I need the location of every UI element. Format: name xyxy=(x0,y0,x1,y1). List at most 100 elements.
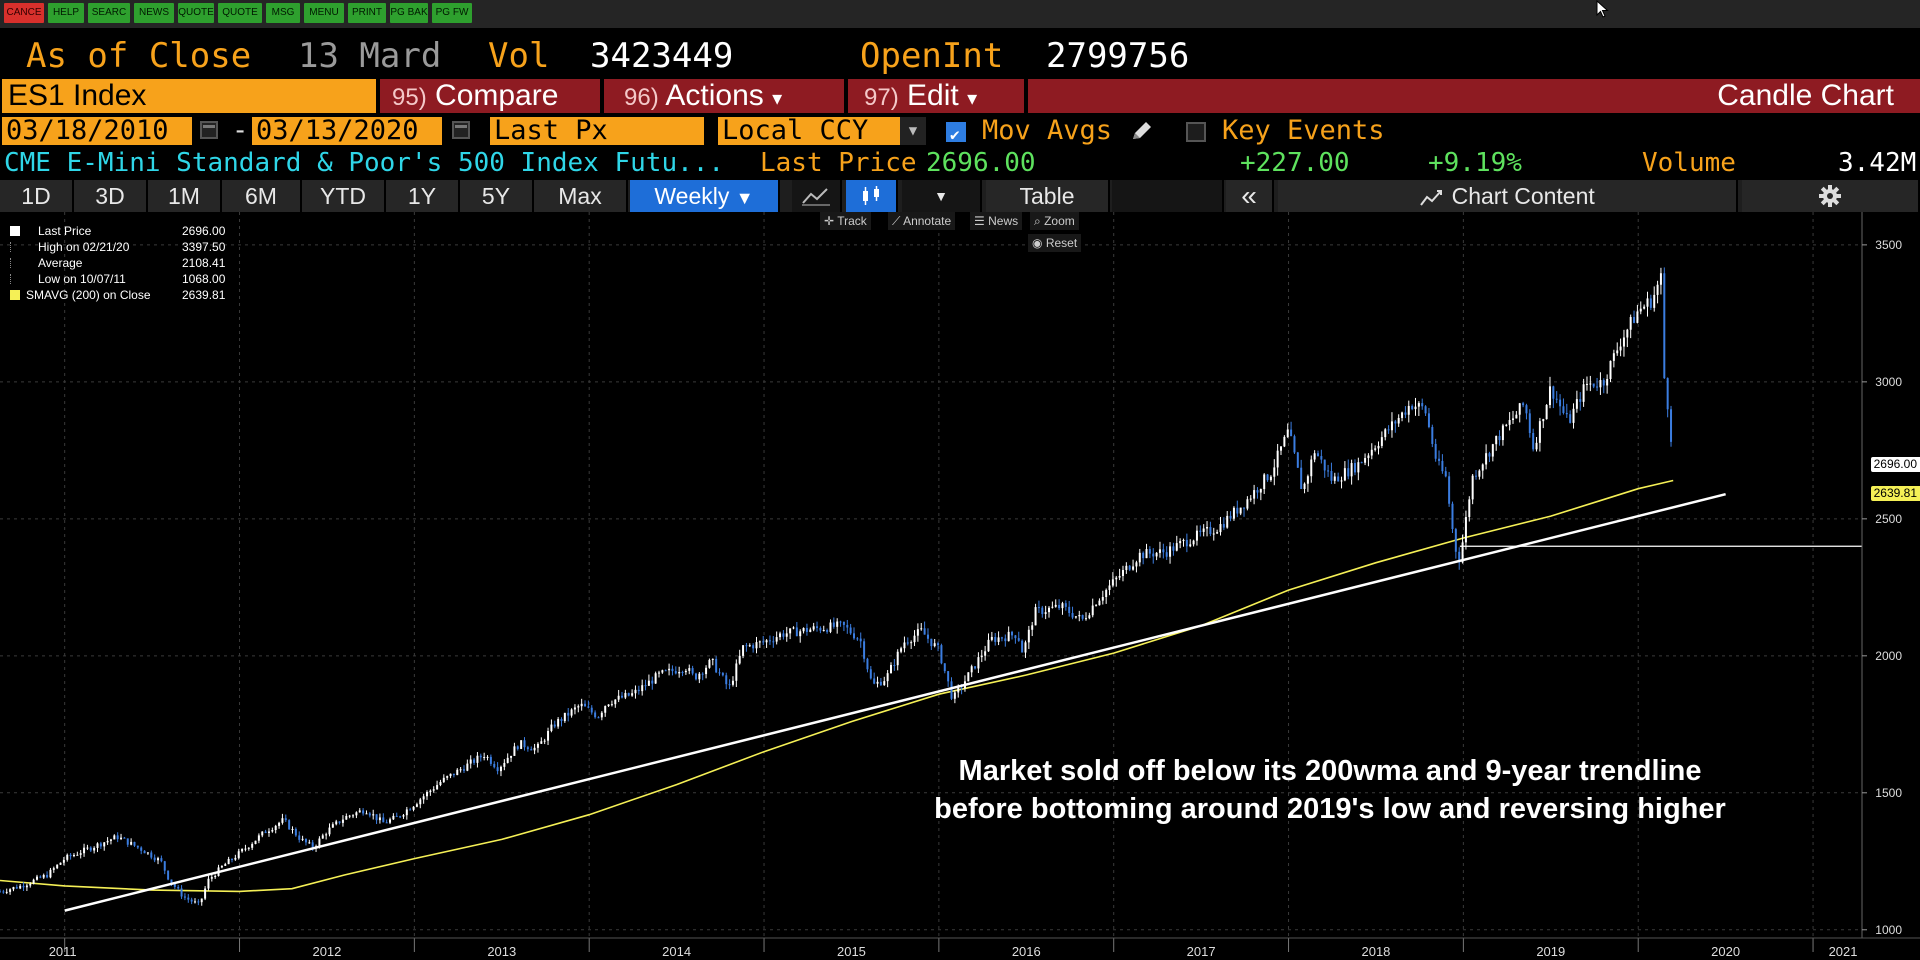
candle-body xyxy=(610,704,613,706)
candle-body xyxy=(1111,579,1114,586)
candle-body xyxy=(755,642,758,649)
function-key-quote[interactable]: QUOTE xyxy=(178,3,214,23)
candle-body xyxy=(523,740,526,748)
reset-button[interactable]: ◉ Reset xyxy=(1028,234,1082,252)
function-key-cance[interactable]: CANCE xyxy=(4,3,44,23)
candle-body xyxy=(621,695,624,698)
start-calendar-icon[interactable] xyxy=(200,121,218,139)
period-1d-button[interactable]: 1D xyxy=(0,180,74,212)
function-key-pg-fw[interactable]: PG FW xyxy=(432,3,472,23)
collapse-button[interactable]: « xyxy=(1226,180,1274,212)
period-3d-button[interactable]: 3D xyxy=(74,180,148,212)
legend-swatch-dotted xyxy=(10,258,20,268)
candle-body xyxy=(113,835,116,840)
candle-body xyxy=(432,789,435,791)
track-tool-button[interactable]: ✛ Track xyxy=(820,212,871,230)
candle-body xyxy=(1343,468,1346,481)
function-key-quote[interactable]: QUOTE xyxy=(218,3,262,23)
candle-body xyxy=(1404,412,1407,415)
candle-body xyxy=(1064,603,1067,607)
candle-body xyxy=(1589,383,1592,385)
candle-body xyxy=(1468,499,1471,518)
news-icon: ☰ xyxy=(974,214,985,228)
candle-body xyxy=(910,642,913,644)
candle-body xyxy=(1226,515,1229,528)
period-1m-button[interactable]: 1M xyxy=(148,180,222,212)
period-6m-button[interactable]: 6M xyxy=(222,180,302,212)
end-calendar-icon[interactable] xyxy=(452,121,470,139)
candle-body xyxy=(1105,589,1108,598)
period-1y-button[interactable]: 1Y xyxy=(386,180,460,212)
table-button[interactable]: Table xyxy=(986,180,1110,212)
candle-body xyxy=(389,819,392,823)
candle-body xyxy=(308,842,311,844)
price-chart[interactable]: 1000 1500 2000 2500 3000 3500 2011 2012 2013 2014… xyxy=(0,212,1920,960)
candle-body xyxy=(594,712,597,718)
candle-body xyxy=(365,813,368,815)
chart-style-dropdown-icon[interactable]: ▼ xyxy=(902,180,982,212)
frequency-select[interactable]: Weekly ▼ xyxy=(630,180,780,212)
candle-body xyxy=(278,822,281,826)
candle-body xyxy=(688,668,691,671)
start-date-field[interactable]: 03/18/2010 xyxy=(2,117,192,145)
function-key-help[interactable]: HELP xyxy=(48,3,84,23)
candle-body xyxy=(103,842,106,847)
security-menu-row: ES1 Index 95) Compare 96) Actions ▾ 97) … xyxy=(0,78,1920,114)
candle-body xyxy=(506,757,509,763)
currency-dropdown-icon[interactable]: ▼ xyxy=(900,117,926,145)
news-tool-button[interactable]: ☰ News xyxy=(970,212,1023,230)
function-key-news[interactable]: NEWS xyxy=(134,3,174,23)
candle-body xyxy=(1512,418,1515,420)
currency-select[interactable]: Local CCY xyxy=(718,117,904,145)
candle-body xyxy=(1095,605,1098,607)
candle-body xyxy=(298,835,301,840)
candle-body xyxy=(1162,549,1165,553)
settings-button[interactable] xyxy=(1742,180,1920,212)
edit-menu-button[interactable]: 97) Edit ▾ xyxy=(848,79,1024,113)
candle-body xyxy=(150,852,153,858)
candle-body xyxy=(1596,386,1599,388)
candle-body xyxy=(668,668,671,671)
zoom-tool-button[interactable]: ⌕ Zoom xyxy=(1030,212,1079,230)
annotate-tool-button[interactable]: ⟋ Annotate xyxy=(888,212,956,230)
candle-body xyxy=(183,896,186,898)
candle-body xyxy=(1602,380,1605,386)
function-key-msg[interactable]: MSG xyxy=(266,3,300,23)
chart-content-button[interactable]: Chart Content xyxy=(1278,180,1738,212)
candle-chart-area[interactable]: 1000 1500 2000 2500 3000 3500 2011 2012 2013 2014… xyxy=(0,212,1920,960)
candle-body xyxy=(200,898,203,903)
candle-body xyxy=(510,755,513,758)
pencil-icon[interactable] xyxy=(1130,120,1154,142)
candle-body xyxy=(923,628,926,635)
security-ticker-field[interactable]: ES1 Index xyxy=(2,79,376,113)
candle-body xyxy=(1636,311,1639,323)
period-5y-button[interactable]: 5Y xyxy=(460,180,534,212)
candle-body xyxy=(1441,460,1444,472)
field-select[interactable]: Last Px xyxy=(490,117,704,145)
candle-body xyxy=(997,637,1000,642)
candle-body xyxy=(1481,464,1484,471)
candle-body xyxy=(1004,638,1007,642)
function-key-pg-bak[interactable]: PG BAK xyxy=(390,3,428,23)
line-chart-icon[interactable] xyxy=(792,180,842,212)
candle-chart-icon[interactable] xyxy=(846,180,898,212)
x-tick-label: 2012 xyxy=(312,944,341,959)
period-max-button[interactable]: Max xyxy=(534,180,628,212)
candle-body xyxy=(1401,412,1404,418)
mov-avgs-checkbox[interactable] xyxy=(946,121,966,149)
candle-body xyxy=(883,681,886,686)
period-ytd-button[interactable]: YTD xyxy=(302,180,386,212)
x-tick-label: 2013 xyxy=(487,944,516,959)
function-key-print[interactable]: PRINT xyxy=(348,3,386,23)
candle-body xyxy=(661,670,664,673)
function-key-searc[interactable]: SEARC xyxy=(88,3,130,23)
candle-body xyxy=(557,719,560,727)
compare-menu-button[interactable]: 95) Compare xyxy=(380,79,600,113)
candle-body xyxy=(146,852,149,854)
candle-body xyxy=(86,847,89,849)
key-events-checkbox[interactable] xyxy=(1186,122,1206,142)
actions-menu-button[interactable]: 96) Actions ▾ xyxy=(604,79,844,113)
end-date-field[interactable]: 03/13/2020 xyxy=(252,117,442,145)
annotation-line-1: Market sold off below its 200wma and 9-y… xyxy=(958,755,1702,787)
function-key-menu[interactable]: MENU xyxy=(304,3,344,23)
